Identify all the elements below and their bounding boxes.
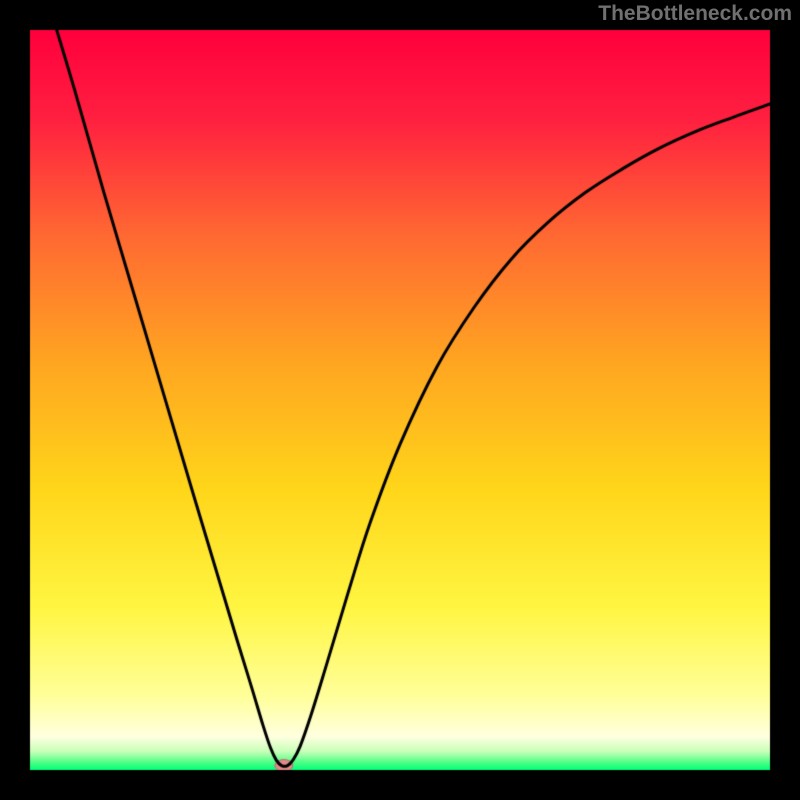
watermark-text: TheBottleneck.com [598, 2, 792, 26]
bottleneck-chart [0, 0, 800, 800]
chart-container: TheBottleneck.com [0, 0, 800, 800]
